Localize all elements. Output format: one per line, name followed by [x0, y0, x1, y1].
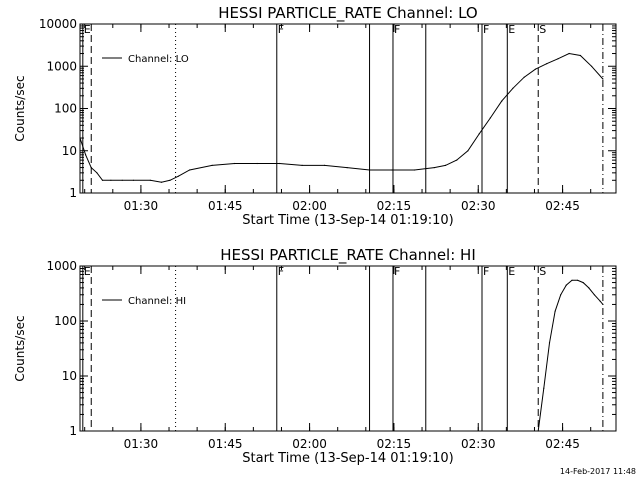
panel1-data-point — [177, 175, 179, 177]
panel2-y-tick-label: 1000 — [46, 259, 77, 273]
panel2-data-point — [548, 342, 551, 344]
panel1-data-point — [413, 169, 416, 171]
panel2-data-point — [565, 284, 567, 286]
panel1-data-point — [444, 164, 447, 166]
panel1-data-point — [346, 167, 348, 169]
panel1-y-tick-label: 100 — [54, 102, 77, 116]
panel1-data-point — [369, 169, 371, 171]
panel1-data-point — [591, 65, 593, 67]
panel2-event-marker-label: F — [394, 265, 400, 278]
panel2-event-marker-label: F — [278, 265, 284, 278]
panel1-data-point — [189, 169, 191, 171]
panel1-series-line — [79, 52, 604, 183]
panel2-data-point — [599, 300, 601, 302]
panel1-data-point — [132, 179, 134, 181]
panel1-data-point — [391, 169, 393, 171]
panel2-plot-frame — [79, 265, 617, 432]
panel1-data-point — [534, 68, 537, 70]
panel1-y-axis-label: Counts/sec — [13, 75, 27, 141]
panel1-data-point — [489, 117, 491, 119]
panel1-data-point — [101, 179, 104, 181]
panel1-y-tick-label: 1 — [69, 186, 77, 200]
panel2-data-point — [602, 303, 604, 305]
panel1-event-marker-label: E — [508, 23, 515, 36]
panel1-data-point — [279, 162, 281, 165]
panel2-data-point — [571, 279, 573, 281]
panel2-data-point — [554, 310, 556, 312]
panel2-chart-title: HESSI PARTICLE_RATE Channel: HI — [220, 246, 476, 265]
panel2-data-point — [560, 294, 562, 296]
panel2-data-point — [588, 287, 590, 289]
panel2-x-tick-label: 02:15 — [377, 437, 412, 451]
panel2-x-tick-label: 02:00 — [292, 437, 327, 451]
panel1-data-point — [478, 133, 480, 135]
panel1-data-point — [501, 100, 503, 102]
panel1-legend-label: Channel: LO — [128, 54, 189, 65]
panel2-y-tick-label: 10 — [62, 369, 77, 383]
panel1-data-point — [456, 159, 458, 161]
panel1-y-tick-label: 1000 — [46, 59, 77, 73]
panel1-data-point — [149, 179, 151, 181]
panel2-event-marker-label: E — [508, 265, 515, 278]
panel2-event-marker-label: E — [84, 265, 91, 278]
panel2-y-axis-label: Counts/sec — [13, 315, 27, 381]
panel1-data-point — [568, 52, 570, 55]
panel1-x-tick-label: 01:45 — [208, 199, 243, 213]
panel1-x-tick-label: 02:00 — [292, 199, 327, 213]
panel1-event-marker-label: F — [394, 23, 400, 36]
panel1-data-point — [324, 164, 326, 166]
panel1-x-tick-label: 02:45 — [545, 199, 580, 213]
panel1-x-tick-label: 01:30 — [124, 199, 159, 213]
panel2-y-tick-label: 1 — [69, 424, 77, 438]
footer-timestamp: 14-Feb-2017 11:48 — [559, 467, 636, 476]
panel2-data-point — [577, 279, 579, 281]
panel1-data-point — [234, 162, 236, 165]
panel1-chart-title: HESSI PARTICLE_RATE Channel: LO — [218, 4, 477, 23]
panel2-data-point — [582, 282, 584, 284]
panel1-data-point — [169, 179, 171, 181]
panel1-data-point — [211, 164, 213, 166]
panel1-data-point — [301, 164, 303, 166]
panel1-x-tick-label: 02:15 — [377, 199, 412, 213]
panel1-data-point — [121, 179, 123, 181]
panel1-event-marker-label: F — [278, 23, 284, 36]
panel1-y-tick-label: 10000 — [39, 17, 77, 31]
panel2-data-point — [537, 430, 539, 432]
panel1-x-axis-label: Start Time (13-Sep-14 01:19:10) — [242, 213, 453, 228]
panel1-data-point — [602, 78, 604, 80]
panel2-event-marker-label: F — [483, 265, 489, 278]
panel1-data-point — [90, 167, 92, 169]
panel1-event-marker-label: F — [483, 23, 489, 36]
panel2-data-point — [593, 294, 596, 296]
panel1-data-point — [546, 63, 548, 65]
panel2-series-line — [537, 279, 604, 432]
panel1-y-tick-label: 10 — [62, 144, 77, 158]
panel1-data-point — [110, 179, 112, 181]
panel1-event-marker-label: S — [539, 23, 546, 36]
panel2-event-marker-label: S — [539, 265, 546, 278]
panel1-data-point — [85, 154, 87, 156]
panel1-data-point — [512, 87, 514, 89]
panel1-data-point — [433, 167, 435, 169]
panel1-data-point — [467, 150, 469, 152]
panel2-x-tick-label: 01:30 — [124, 437, 159, 451]
panel2-x-axis-label: Start Time (13-Sep-14 01:19:10) — [242, 451, 453, 466]
panel2-y-tick-label: 100 — [54, 314, 77, 328]
panel2-x-tick-label: 02:30 — [461, 437, 496, 451]
panel2-data-point — [543, 387, 545, 389]
panel1-data-point — [579, 54, 582, 57]
panel1-data-point — [523, 76, 525, 78]
panel1-data-point — [160, 181, 163, 183]
panel2-legend-label: Channel: HI — [128, 296, 186, 307]
panel2-x-tick-label: 02:45 — [545, 437, 580, 451]
panel1-event-marker-label: E — [84, 23, 91, 36]
panel1-data-point — [256, 162, 258, 165]
panel1-data-point — [96, 172, 98, 174]
panel1-data-point — [79, 137, 81, 139]
panel1-data-point — [557, 58, 559, 60]
panel1-x-tick-label: 02:30 — [461, 199, 496, 213]
panel2-x-tick-label: 01:45 — [208, 437, 243, 451]
